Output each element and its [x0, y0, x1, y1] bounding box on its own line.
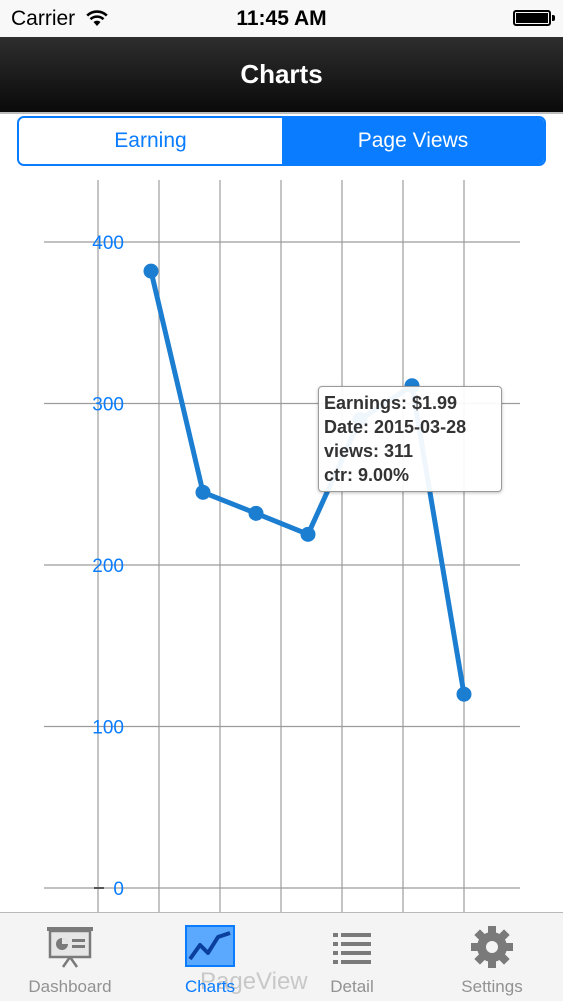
navigation-bar: Charts	[0, 37, 563, 114]
segment-earning[interactable]: Earning	[19, 118, 282, 164]
tab-charts[interactable]: Charts	[140, 913, 280, 1001]
page-title: Charts	[240, 59, 323, 89]
carrier-label: Carrier	[11, 7, 76, 30]
y-axis-tick-label: 0	[113, 879, 124, 900]
y-axis-tick-label: 400	[92, 233, 124, 254]
tab-settings[interactable]: Settings	[422, 913, 562, 1001]
tooltip-earnings: Earnings: $1.99	[324, 393, 458, 413]
tooltip-date: Date: 2015-03-28	[324, 417, 467, 437]
gear-icon	[471, 926, 513, 968]
charts-icon	[185, 925, 235, 967]
wifi-icon	[86, 10, 108, 26]
data-point	[456, 686, 472, 702]
tooltip-views: views: 311	[324, 441, 414, 461]
clock: 11:45 AM	[236, 7, 327, 30]
y-axis-tick-label: 100	[92, 718, 124, 739]
tab-dashboard-label: Dashboard	[28, 977, 112, 996]
tab-detail-label: Detail	[330, 977, 374, 996]
data-point	[143, 263, 159, 279]
tab-bar: PageView Dashboard Charts	[0, 912, 563, 1001]
tab-settings-label: Settings	[461, 977, 523, 996]
tooltip-ctr: ctr: 9.00%	[324, 465, 410, 485]
tab-charts-label: Charts	[184, 977, 236, 996]
dashboard-icon	[47, 927, 93, 968]
data-point	[248, 505, 264, 521]
data-point	[195, 484, 211, 500]
data-point-tooltip: Earnings: $1.99 Date: 2015-03-28 views: …	[318, 386, 502, 492]
battery-icon	[513, 10, 555, 26]
segment-page-views[interactable]: Page Views	[282, 118, 544, 164]
tab-bar-ghost-text: PageView	[200, 968, 308, 995]
page-views-line-chart[interactable]: 400 300 200 100 0	[0, 166, 563, 912]
y-axis-tick-label: 200	[92, 556, 124, 577]
y-axis-tick-label: 300	[92, 395, 124, 416]
chart-type-segmented-control: Earning Page Views	[17, 116, 546, 166]
tab-dashboard[interactable]: Dashboard	[0, 913, 140, 1001]
data-point	[300, 526, 316, 542]
tab-detail[interactable]: Detail	[282, 913, 422, 1001]
list-icon	[333, 933, 371, 964]
status-bar: Carrier 11:45 AM	[0, 0, 563, 37]
